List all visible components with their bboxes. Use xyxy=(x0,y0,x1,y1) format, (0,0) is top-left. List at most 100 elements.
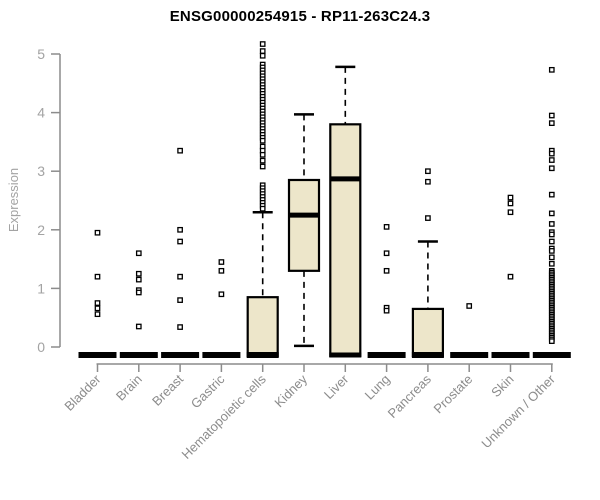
y-tick-label: 1 xyxy=(37,280,45,296)
outlier-point xyxy=(259,48,266,54)
boxplot-kidney xyxy=(287,113,321,348)
median-line xyxy=(411,352,444,358)
outlier-point xyxy=(548,150,555,157)
x-category-label: Gastric xyxy=(188,371,228,411)
outlier-point xyxy=(94,229,101,236)
outlier-point xyxy=(177,226,183,233)
x-category-label: Skin xyxy=(488,372,516,400)
outlier-point xyxy=(259,52,266,59)
outlier-point xyxy=(177,147,183,154)
boxplot-lung xyxy=(367,224,406,358)
outlier-point xyxy=(259,157,266,164)
outlier-point xyxy=(425,168,431,175)
outlier-point xyxy=(548,231,555,238)
x-category-label: Prostate xyxy=(430,372,475,417)
outlier-point xyxy=(507,194,514,201)
boxplot-liver xyxy=(329,65,362,358)
collapsed-box xyxy=(161,352,200,358)
chart-title: ENSG00000254915 - RP11-263C24.3 xyxy=(169,8,431,25)
x-category-label: Kidney xyxy=(271,371,310,410)
outlier-point xyxy=(218,267,225,274)
outlier-point xyxy=(135,276,142,283)
outlier-point xyxy=(548,157,555,163)
outlier-point xyxy=(135,250,142,257)
outlier-point xyxy=(548,191,555,198)
collapsed-box xyxy=(119,352,158,358)
outlier-point xyxy=(383,250,390,257)
boxplot-skin xyxy=(491,194,530,358)
outlier-point xyxy=(383,224,390,230)
outlier-point xyxy=(94,305,101,312)
outlier-point xyxy=(135,323,142,330)
outlier-point xyxy=(135,270,142,277)
collapsed-box xyxy=(450,352,489,358)
outlier-point xyxy=(94,300,101,306)
x-category-label: Brain xyxy=(113,372,145,404)
boxplot-hematopoietic-cells xyxy=(246,41,279,358)
outlier-point xyxy=(218,291,225,298)
x-category-label: Breast xyxy=(149,371,186,408)
outlier-point xyxy=(94,273,101,280)
collapsed-box xyxy=(367,352,406,358)
outlier-point xyxy=(548,338,555,344)
outlier-point xyxy=(135,289,142,296)
outlier-point xyxy=(425,215,431,221)
outlier-point xyxy=(218,259,225,265)
outlier-point xyxy=(259,151,266,158)
outlier-point xyxy=(548,165,555,172)
box xyxy=(246,296,279,358)
x-category-label: Unknown / Other xyxy=(478,371,558,451)
outlier-point xyxy=(177,238,183,245)
outlier-point xyxy=(259,205,266,212)
y-tick-label: 4 xyxy=(37,105,45,121)
outlier-point xyxy=(548,66,555,73)
outlier-point xyxy=(548,254,555,261)
outlier-point xyxy=(466,303,473,309)
outlier-point xyxy=(94,311,101,318)
outlier-point xyxy=(548,120,555,126)
y-tick-label: 3 xyxy=(37,163,45,179)
outlier-point xyxy=(507,200,514,207)
outlier-point xyxy=(507,209,514,216)
outlier-point xyxy=(548,210,555,217)
collapsed-box xyxy=(78,352,117,358)
median-line xyxy=(246,352,279,358)
outlier-point xyxy=(548,112,555,119)
outlier-point xyxy=(259,163,266,170)
y-axis: 0 1 2 3 4 5 xyxy=(37,46,61,355)
boxplot-gastric xyxy=(202,259,241,358)
collapsed-box xyxy=(532,352,571,358)
outlier-point xyxy=(177,297,183,303)
x-category-label: Lung xyxy=(362,372,393,403)
y-tick-label: 0 xyxy=(37,339,45,355)
box xyxy=(411,307,444,358)
box xyxy=(329,123,362,358)
boxplot-pancreas xyxy=(411,168,444,358)
y-tick-label: 5 xyxy=(37,46,45,62)
outlier-point xyxy=(548,238,555,245)
zero-edge xyxy=(329,352,362,358)
outlier-point xyxy=(383,267,390,274)
collapsed-box xyxy=(202,352,241,358)
outlier-point xyxy=(507,273,514,280)
boxplot-bladder xyxy=(78,229,117,358)
outlier-point xyxy=(548,221,555,227)
outlier-point xyxy=(383,307,390,314)
boxplot-breast xyxy=(161,147,200,358)
x-category-label: Pancreas xyxy=(385,371,435,421)
x-category-label: Bladder xyxy=(61,371,104,414)
boxplot-prostate xyxy=(450,303,489,358)
outlier-point xyxy=(259,41,266,47)
outlier-point xyxy=(177,324,183,330)
outlier-point xyxy=(177,273,183,280)
y-tick-label: 2 xyxy=(37,222,45,238)
boxplot-unknown-other xyxy=(532,66,571,358)
collapsed-box xyxy=(491,352,530,358)
outlier-point xyxy=(548,260,555,267)
boxplot-brain xyxy=(119,250,158,358)
outlier-point xyxy=(425,178,431,185)
x-category-label: Liver xyxy=(321,371,352,402)
